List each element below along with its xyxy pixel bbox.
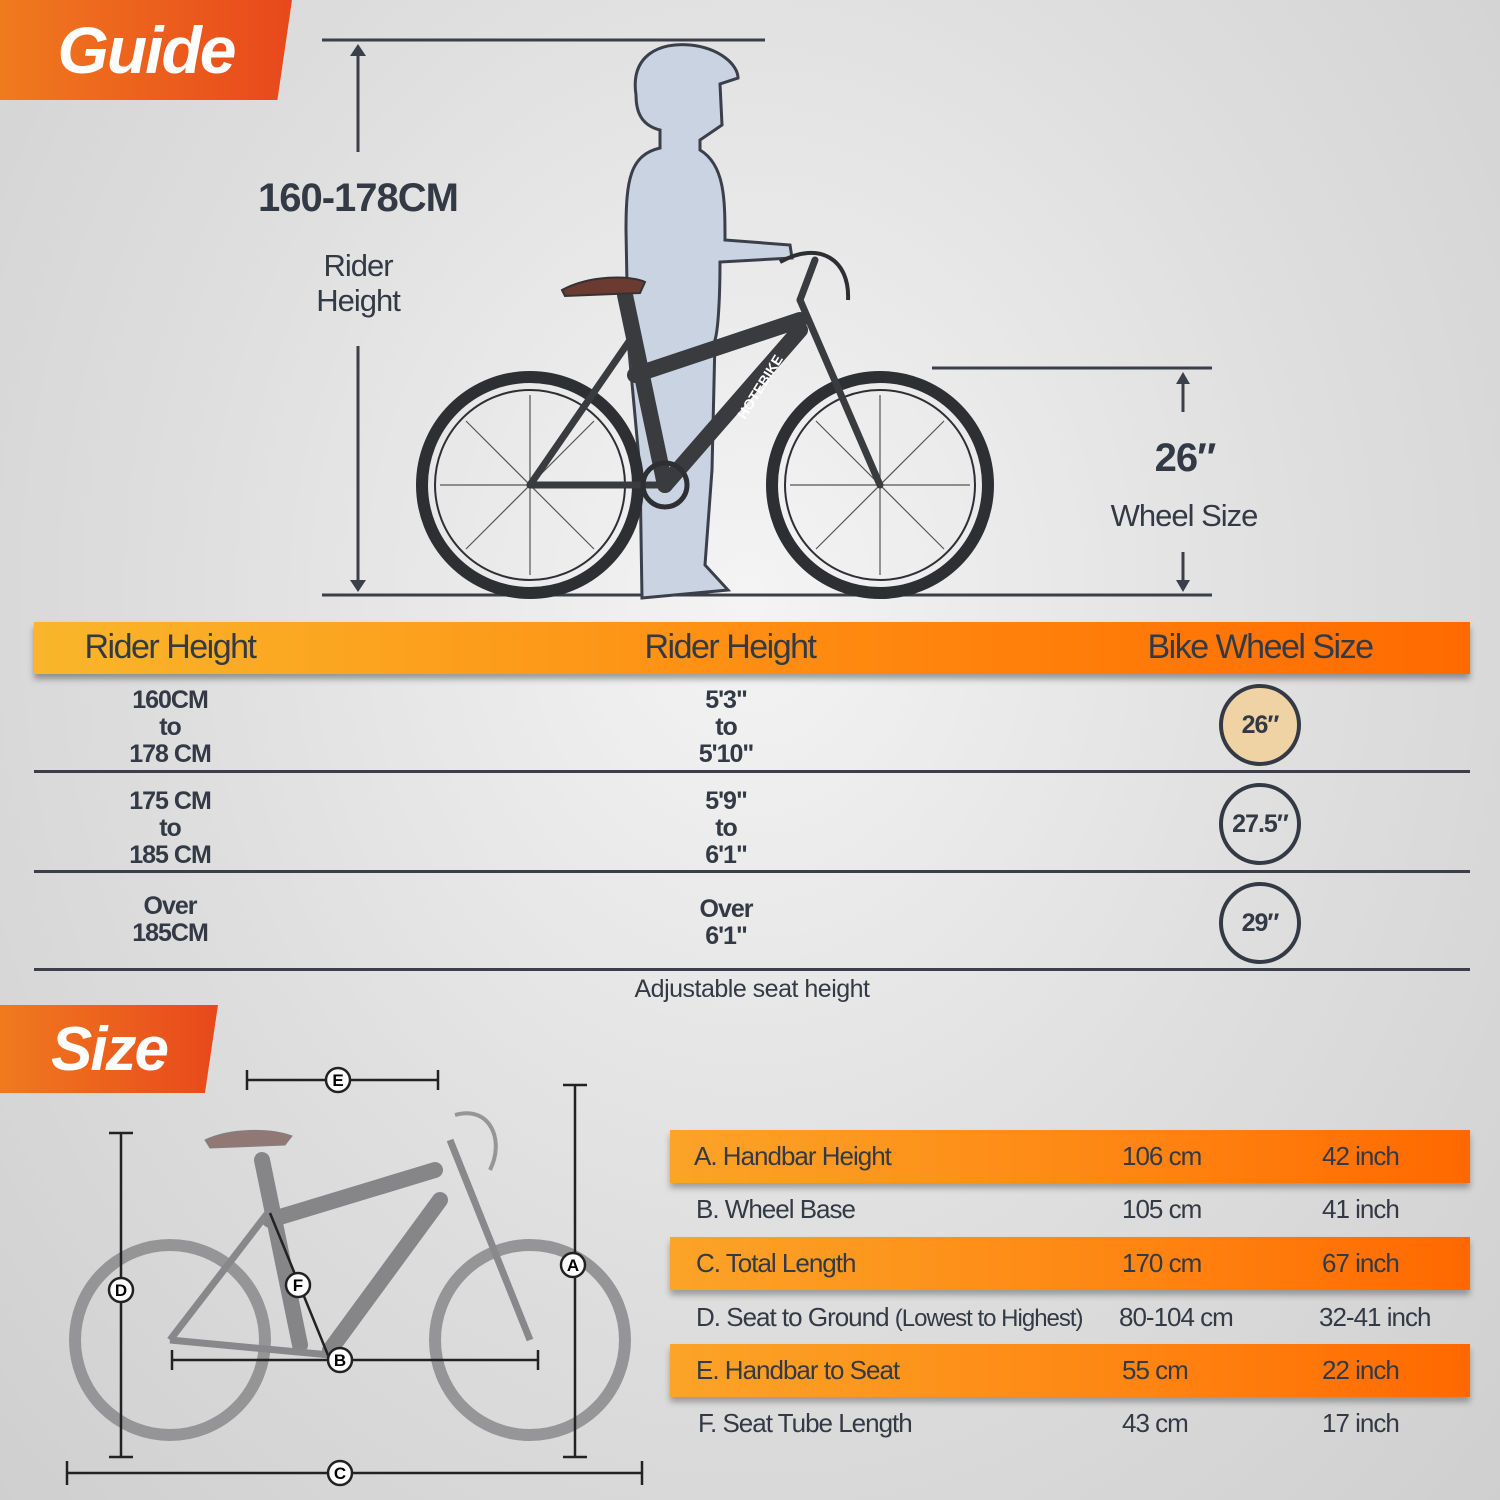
spec-inch: 32-41 inch [1319, 1302, 1431, 1332]
marker-d: D [107, 1276, 135, 1304]
rider-height-ft: Over 6'1" [699, 895, 754, 950]
spec-label: F. Seat Tube Length [698, 1408, 913, 1438]
rider-height-value: 160-178CM [257, 176, 459, 220]
spec-label: B. Wheel Base [696, 1194, 856, 1224]
svg-text:B: B [334, 1351, 346, 1370]
spec-inch: 22 inch [1322, 1355, 1400, 1385]
dimension-lines [65, 1070, 644, 1485]
wheel-size-badge: 29″ [1219, 882, 1301, 964]
spec-row-seat-tube-length: F. Seat Tube Length 43 cm 17 inch [670, 1397, 1470, 1450]
spec-cm: 170 cm [1122, 1248, 1202, 1278]
spec-inch: 17 inch [1322, 1408, 1400, 1438]
rider-height-label-line2: Height [316, 283, 401, 318]
spec-cm: 105 cm [1122, 1194, 1202, 1224]
header-rider-height-cm: Rider Height [84, 628, 257, 666]
spec-cm: 106 cm [1122, 1141, 1202, 1171]
marker-a: A [559, 1251, 587, 1279]
guide-banner: Guide [0, 0, 292, 100]
size-table-header: Rider Height Rider Height Bike Wheel Siz… [34, 622, 1470, 674]
spec-cm: 80-104 cm [1119, 1302, 1234, 1332]
table-row: Over 185CM Over 6'1" 29″ [34, 873, 1470, 971]
svg-text:D: D [115, 1281, 127, 1300]
spec-row-handbar-height: A. Handbar Height 106 cm 42 inch [670, 1130, 1470, 1183]
marker-c: C [326, 1459, 354, 1487]
header-wheel-size: Bike Wheel Size [1147, 628, 1374, 666]
spec-inch: 41 inch [1322, 1194, 1400, 1224]
rider-silhouette [624, 43, 794, 600]
bike-top [416, 251, 994, 599]
rider-height-label-line1: Rider [323, 248, 393, 283]
spec-row-wheel-base: B. Wheel Base 105 cm 41 inch [670, 1183, 1470, 1236]
table-row: 175 CM to 185 CM 5'9" to 6'1" 27.5″ [34, 773, 1470, 873]
size-banner: Size [0, 1005, 218, 1093]
svg-text:F: F [293, 1276, 303, 1295]
rider-height-cm: 175 CM to 185 CM [129, 787, 212, 869]
marker-f: F [284, 1271, 312, 1299]
marker-e: E [324, 1066, 352, 1094]
rider-height-dimension-lines [322, 38, 1212, 597]
svg-text:A: A [567, 1256, 579, 1275]
wheel-size-label: Wheel Size [1110, 498, 1259, 533]
spec-cm: 55 cm [1122, 1355, 1189, 1385]
rider-bike-diagram: HOTEBIKE [322, 38, 1212, 600]
wheel-size-badge: 26″ [1219, 684, 1301, 766]
spec-cm: 43 cm [1122, 1408, 1189, 1438]
svg-text:C: C [334, 1464, 346, 1483]
spec-row-handbar-to-seat: E. Handbar to Seat 55 cm 22 inch [670, 1344, 1470, 1397]
spec-note: (Lowest to Highest) [894, 1305, 1084, 1332]
spec-inch: 42 inch [1322, 1141, 1400, 1171]
rider-height-cm: Over 185CM [132, 892, 209, 947]
bike-bottom [69, 1111, 631, 1441]
table-caption: Adjustable seat height [634, 975, 870, 1003]
spec-label: A. Handbar Height [694, 1141, 892, 1171]
wheel-size-value: 26″ [1154, 436, 1217, 480]
spec-label: E. Handbar to Seat [696, 1355, 900, 1385]
marker-b: B [326, 1346, 354, 1374]
spec-row-total-length: C. Total Length 170 cm 67 inch [670, 1237, 1470, 1290]
header-rider-height-ft: Rider Height [644, 628, 817, 666]
bike-dimension-diagram: E A D F B C [65, 1066, 644, 1487]
spec-row-seat-to-ground: D. Seat to Ground (Lowest to Highest) 80… [670, 1291, 1470, 1344]
table-row: 160CM to 178 CM 5'3" to 5'10" 26″ [34, 680, 1470, 773]
rider-height-cm: 160CM to 178 CM [129, 686, 212, 768]
rider-height-ft: 5'3" to 5'10" [698, 686, 755, 768]
wheel-size-badge: 27.5″ [1219, 783, 1301, 865]
spec-inch: 67 inch [1322, 1248, 1400, 1278]
spec-label: D. Seat to Ground [696, 1302, 890, 1332]
rider-height-ft: 5'9" to 6'1" [705, 787, 748, 869]
svg-text:E: E [332, 1071, 343, 1090]
spec-label: C. Total Length [696, 1248, 856, 1278]
